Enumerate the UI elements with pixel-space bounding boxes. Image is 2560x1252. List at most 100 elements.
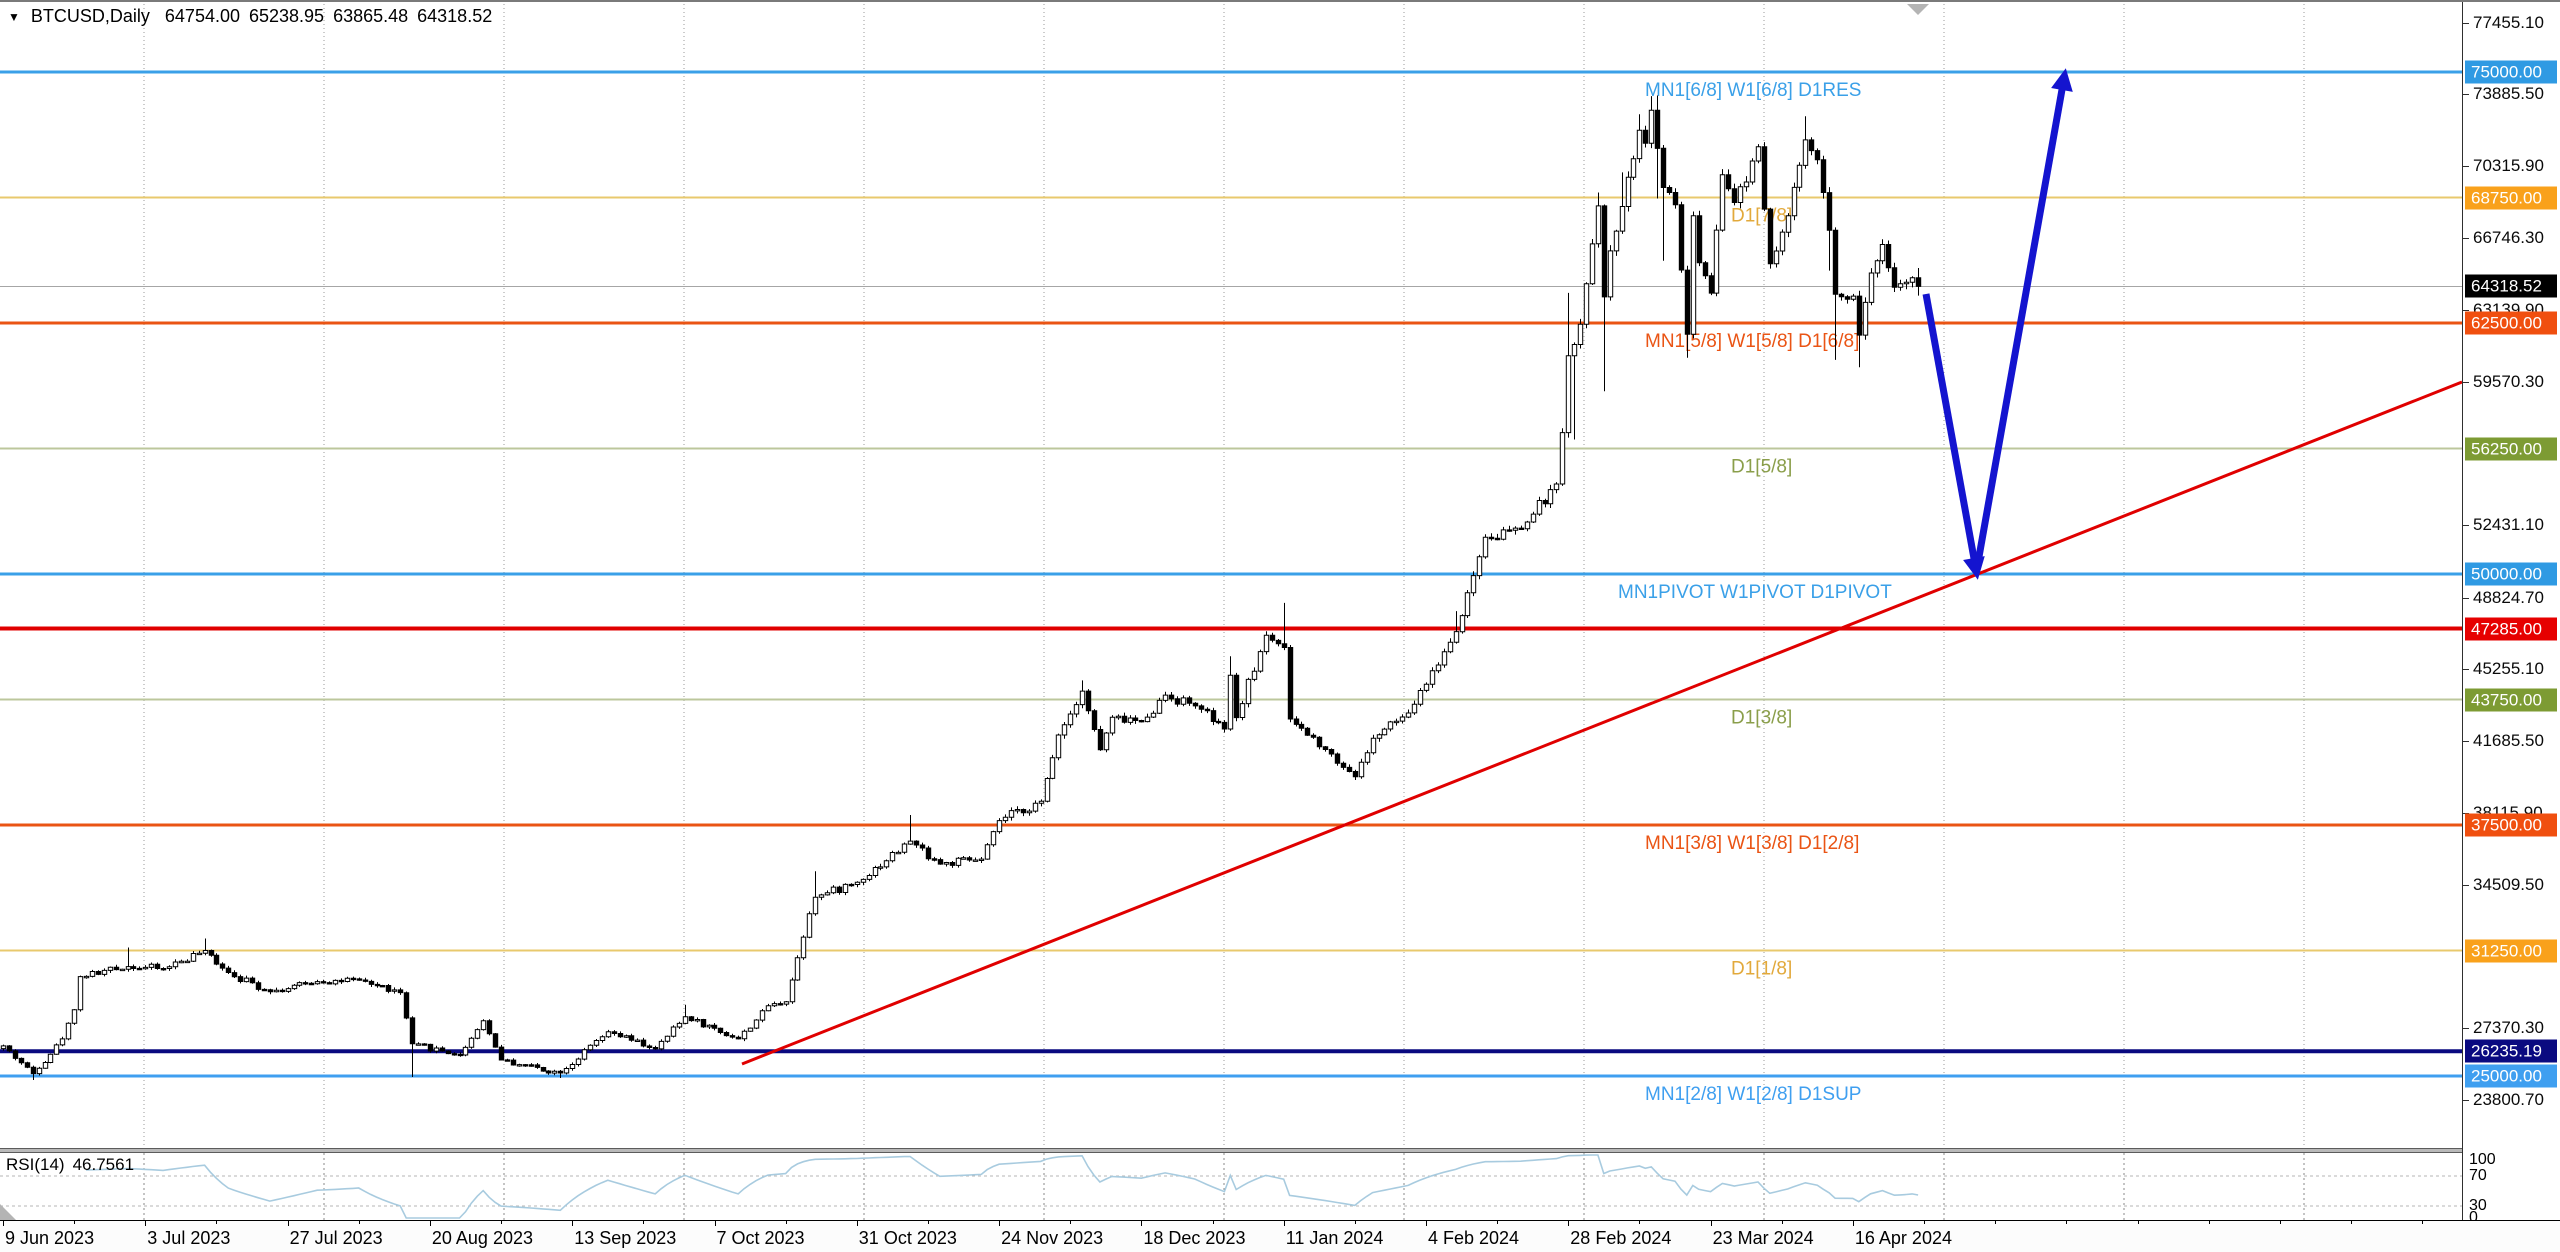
time-axis[interactable]: 9 Jun 2023 3 Jul 2023 27 Jul 2023 20 Aug 20… xyxy=(0,1220,2560,1252)
time-axis-minor-tick xyxy=(1639,1221,1641,1224)
rsi-axis-label: 30 xyxy=(2469,1197,2487,1214)
time-axis-minor-tick xyxy=(1781,1221,1783,1224)
price-axis-badge: 43750.00 xyxy=(2465,688,2557,711)
murrey-level-label: D1[7/8] xyxy=(1731,206,1792,227)
symbol-name: BTCUSD,Daily xyxy=(30,6,150,26)
murrey-level-label: D1[1/8] xyxy=(1731,959,1792,980)
rsi-name: RSI(14) xyxy=(6,1155,65,1174)
time-axis-minor-tick xyxy=(1070,1221,1072,1224)
price-axis-label: 27370.30 xyxy=(2473,1018,2544,1038)
price-axis-label: 41685.50 xyxy=(2473,730,2544,750)
projection-arrow-up[interactable] xyxy=(1973,68,2073,569)
time-axis-minor-tick xyxy=(287,1221,289,1224)
rsi-axis-label: 100 xyxy=(2469,1151,2496,1168)
rsi-axis-label: 70 xyxy=(2469,1167,2487,1184)
time-axis-minor-tick xyxy=(429,1221,431,1224)
vertical-gridlines xyxy=(143,4,2305,1148)
time-axis-minor-tick xyxy=(2208,1221,2210,1224)
time-axis-minor-tick xyxy=(358,1221,360,1224)
time-axis-minor-tick xyxy=(714,1221,716,1224)
ohlc-high: 65238.95 xyxy=(248,6,325,26)
price-axis-label: 52431.10 xyxy=(2473,515,2544,535)
projection-arrow-down[interactable] xyxy=(1922,293,1985,580)
rsi-vertical-gridlines xyxy=(143,1153,2305,1220)
time-axis-label: 11 Jan 2024 xyxy=(1285,1228,1384,1248)
time-axis-minor-tick xyxy=(1497,1221,1499,1224)
time-axis-minor-tick xyxy=(2279,1221,2281,1224)
time-axis-minor-tick xyxy=(572,1221,574,1224)
price-tick-mark xyxy=(2463,1028,2469,1030)
price-axis-label: 23800.70 xyxy=(2473,1090,2544,1110)
time-axis-minor-tick xyxy=(999,1221,1001,1224)
price-axis-badge: 64318.52 xyxy=(2465,274,2557,298)
rsi-line xyxy=(85,1154,1919,1219)
price-tick-mark xyxy=(2463,525,2469,527)
time-axis-minor-tick xyxy=(74,1221,76,1224)
corner-grip-icon xyxy=(0,1204,16,1220)
time-axis-label: 23 Mar 2024 xyxy=(1712,1228,1814,1248)
time-axis-minor-tick xyxy=(2350,1221,2352,1224)
time-axis-minor-tick xyxy=(216,1221,218,1224)
rsi-indicator-readout: RSI(14) 46.7561 xyxy=(6,1155,134,1175)
murrey-level-label: MN1PIVOT W1PIVOT D1PIVOT xyxy=(1618,582,1892,603)
time-axis-minor-tick xyxy=(643,1221,645,1224)
price-axis-badge: 31250.00 xyxy=(2465,939,2557,962)
murrey-level-label: MN1[2/8] W1[2/8] D1SUP xyxy=(1645,1084,1861,1105)
price-axis-label: 45255.10 xyxy=(2473,659,2544,679)
time-axis-minor-tick xyxy=(1212,1221,1214,1224)
time-axis-tick xyxy=(3,1221,4,1226)
time-axis-minor-tick xyxy=(1852,1221,1854,1224)
rsi-pane-canvas[interactable] xyxy=(0,1153,2462,1220)
price-axis-label: 66746.30 xyxy=(2473,227,2544,247)
price-tick-mark xyxy=(2463,310,2469,312)
price-axis-badge: 75000.00 xyxy=(2465,60,2557,84)
price-axis-label: 34509.50 xyxy=(2473,875,2544,895)
price-axis[interactable]: 77455.10 73885.50 70315.90 66746.30 63139.90… xyxy=(2462,2,2560,1226)
time-axis-minor-tick xyxy=(2066,1221,2068,1224)
time-axis-minor-tick xyxy=(856,1221,858,1224)
ohlc-open: 64754.00 xyxy=(164,6,240,26)
murrey-level-label: MN1[6/8] W1[6/8] D1RES xyxy=(1645,80,1861,101)
murrey-level-label: D1[3/8] xyxy=(1731,708,1792,729)
time-axis-minor-tick xyxy=(1710,1221,1712,1224)
time-axis-label: 24 Nov 2023 xyxy=(1001,1228,1104,1248)
price-tick-mark xyxy=(2463,166,2469,168)
time-axis-minor-tick xyxy=(1354,1221,1356,1224)
price-axis-badge: 25000.00 xyxy=(2465,1064,2557,1088)
price-axis-badge: 26235.19 xyxy=(2465,1039,2557,1063)
pane-separator[interactable] xyxy=(0,1148,2462,1153)
time-axis-minor-tick xyxy=(2137,1221,2139,1224)
price-tick-mark xyxy=(2463,669,2469,671)
time-axis-minor-tick xyxy=(927,1221,929,1224)
time-axis-minor-tick xyxy=(1568,1221,1570,1224)
price-tick-mark xyxy=(2463,94,2469,96)
time-axis-label: 18 Dec 2023 xyxy=(1143,1228,1246,1248)
time-axis-minor-tick xyxy=(501,1221,503,1224)
price-tick-mark xyxy=(2463,22,2469,24)
price-axis-badge: 50000.00 xyxy=(2465,562,2557,586)
price-axis-label: 77455.10 xyxy=(2473,12,2544,32)
rsi-axis-label: 0 xyxy=(2469,1209,2478,1226)
price-tick-mark xyxy=(2463,597,2469,599)
price-axis-label: 48824.70 xyxy=(2473,587,2544,607)
time-axis-label: 27 Jul 2023 xyxy=(289,1228,383,1248)
time-axis-minor-tick xyxy=(1283,1221,1285,1224)
time-axis-label: 9 Jun 2023 xyxy=(5,1228,95,1248)
trendline[interactable] xyxy=(741,380,2462,1066)
time-axis-minor-tick xyxy=(2422,1221,2424,1224)
murrey-level-label: MN1[3/8] W1[3/8] D1[2/8] xyxy=(1645,833,1859,854)
price-axis-badge: 62500.00 xyxy=(2465,311,2557,335)
time-axis-minor-tick xyxy=(1924,1221,1926,1224)
time-axis-label: 13 Sep 2023 xyxy=(574,1228,677,1248)
time-axis-label: 7 Oct 2023 xyxy=(716,1228,805,1248)
time-axis-minor-tick xyxy=(1426,1221,1427,1224)
price-axis-badge: 68750.00 xyxy=(2465,186,2557,209)
price-chart-canvas[interactable]: MN1[6/8] W1[6/8] D1RES D1[7/8] MN1[5/8] W1… xyxy=(0,2,2462,1148)
time-axis-label: 28 Feb 2024 xyxy=(1570,1228,1672,1248)
symbol-dropdown-icon[interactable]: ▼ xyxy=(8,9,20,24)
chart-shift-marker-icon[interactable] xyxy=(1907,4,1929,15)
price-axis-badge: 47285.00 xyxy=(2465,617,2557,641)
price-axis-label: 70315.90 xyxy=(2473,156,2544,176)
bull-candles xyxy=(0,109,1916,1075)
price-tick-mark xyxy=(2463,885,2469,887)
